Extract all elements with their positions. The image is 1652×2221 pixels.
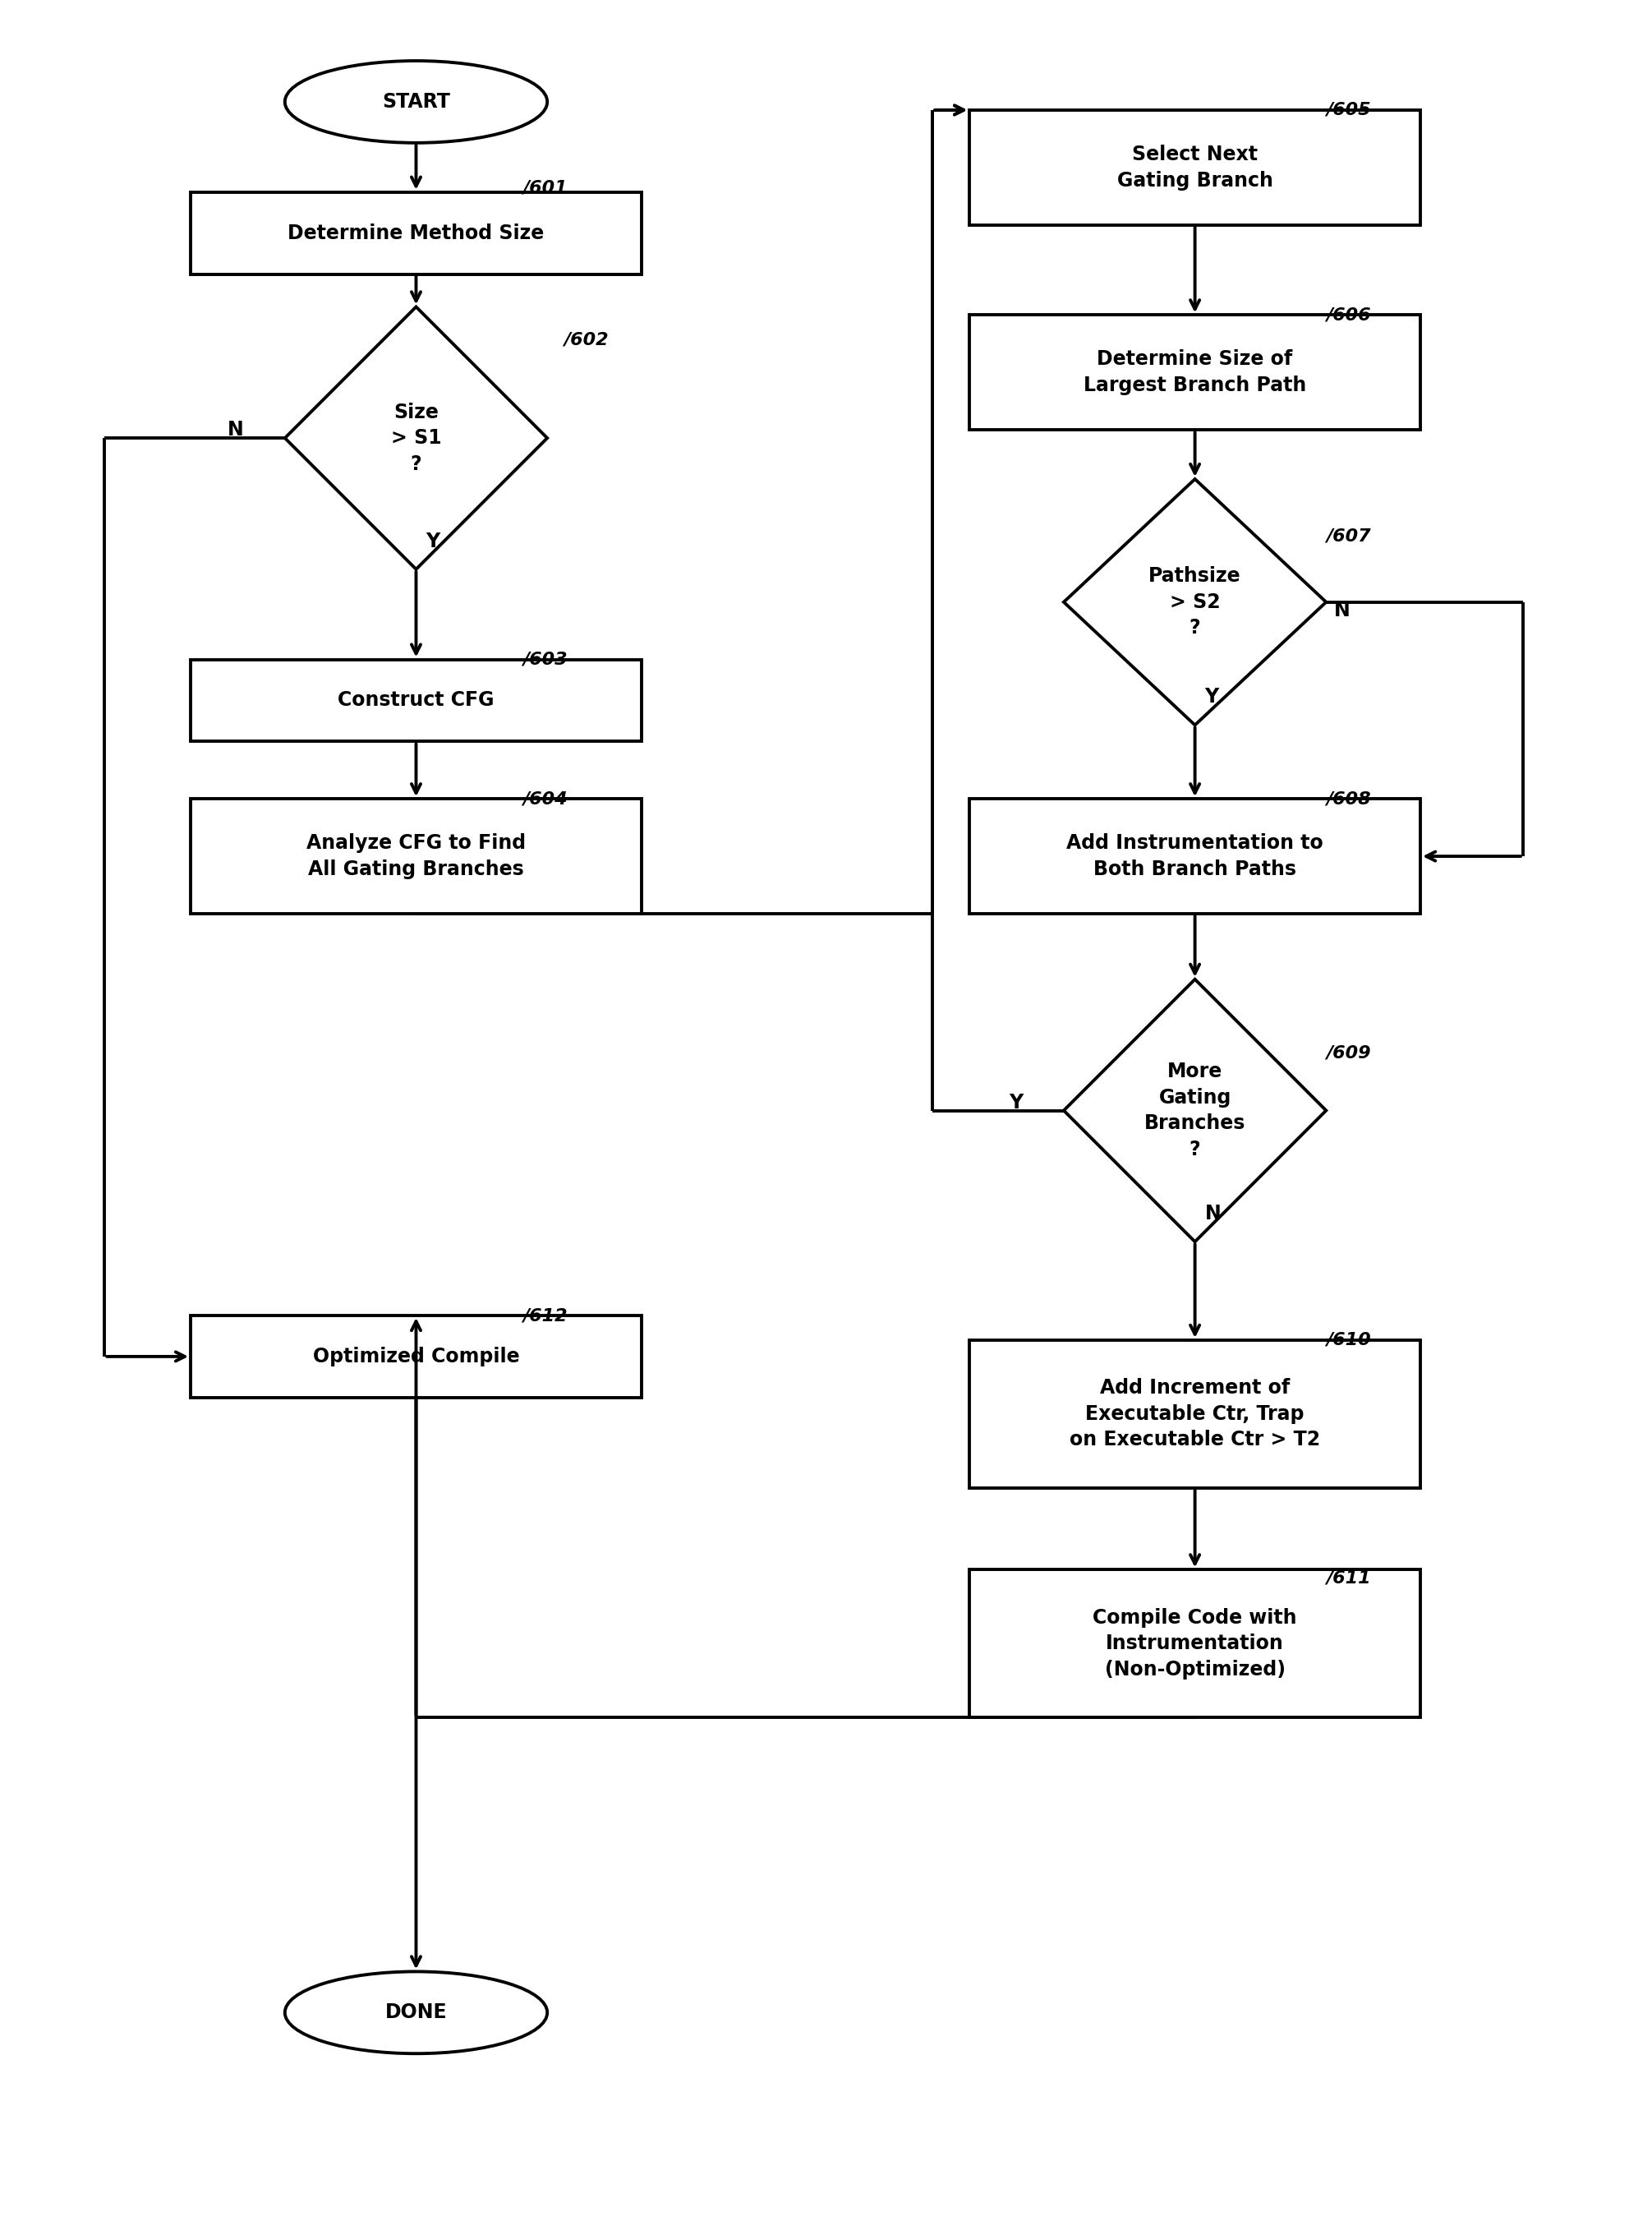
FancyBboxPatch shape [970, 1570, 1421, 1717]
FancyBboxPatch shape [190, 660, 641, 742]
Text: /610: /610 [1327, 1333, 1371, 1348]
Text: Select Next
Gating Branch: Select Next Gating Branch [1117, 144, 1274, 191]
FancyBboxPatch shape [970, 800, 1421, 913]
Text: Construct CFG: Construct CFG [337, 691, 494, 711]
Text: Compile Code with
Instrumentation
(Non-Optimized): Compile Code with Instrumentation (Non-O… [1094, 1608, 1297, 1679]
Text: /612: /612 [522, 1308, 568, 1324]
Text: N: N [228, 420, 244, 440]
FancyBboxPatch shape [190, 800, 641, 913]
Text: /611: /611 [1327, 1570, 1371, 1586]
Text: N: N [1335, 600, 1351, 620]
Polygon shape [1064, 979, 1327, 1242]
Text: /601: /601 [522, 180, 568, 195]
FancyBboxPatch shape [190, 1315, 641, 1397]
Text: Y: Y [1009, 1093, 1023, 1113]
Polygon shape [1064, 480, 1327, 724]
Text: Add Instrumentation to
Both Branch Paths: Add Instrumentation to Both Branch Paths [1067, 833, 1323, 880]
FancyBboxPatch shape [190, 191, 641, 273]
Text: Optimized Compile: Optimized Compile [312, 1346, 519, 1366]
Text: /606: /606 [1327, 306, 1371, 324]
Text: /609: /609 [1327, 1044, 1371, 1062]
FancyBboxPatch shape [970, 315, 1421, 431]
Text: Add Increment of
Executable Ctr, Trap
on Executable Ctr > T2: Add Increment of Executable Ctr, Trap on… [1069, 1377, 1320, 1450]
Ellipse shape [284, 60, 547, 142]
Text: /603: /603 [522, 651, 568, 669]
Text: /602: /602 [563, 331, 608, 349]
Text: Y: Y [426, 531, 439, 551]
Text: N: N [1204, 1204, 1221, 1224]
Text: START: START [382, 91, 449, 111]
FancyBboxPatch shape [970, 1339, 1421, 1488]
Ellipse shape [284, 1972, 547, 2054]
Text: Analyze CFG to Find
All Gating Branches: Analyze CFG to Find All Gating Branches [306, 833, 525, 880]
Text: /608: /608 [1327, 791, 1371, 806]
Text: /605: /605 [1327, 102, 1371, 118]
Text: More
Gating
Branches
?: More Gating Branches ? [1145, 1062, 1246, 1159]
Text: Y: Y [1204, 686, 1219, 706]
Text: /607: /607 [1327, 529, 1371, 544]
Polygon shape [284, 306, 547, 569]
Text: Determine Size of
Largest Branch Path: Determine Size of Largest Branch Path [1084, 349, 1307, 395]
Text: Pathsize
> S2
?: Pathsize > S2 ? [1148, 566, 1241, 637]
Text: /604: /604 [522, 791, 568, 806]
Text: DONE: DONE [385, 2003, 448, 2023]
Text: Determine Method Size: Determine Method Size [287, 222, 544, 242]
FancyBboxPatch shape [970, 111, 1421, 224]
Text: Size
> S1
?: Size > S1 ? [392, 402, 441, 473]
